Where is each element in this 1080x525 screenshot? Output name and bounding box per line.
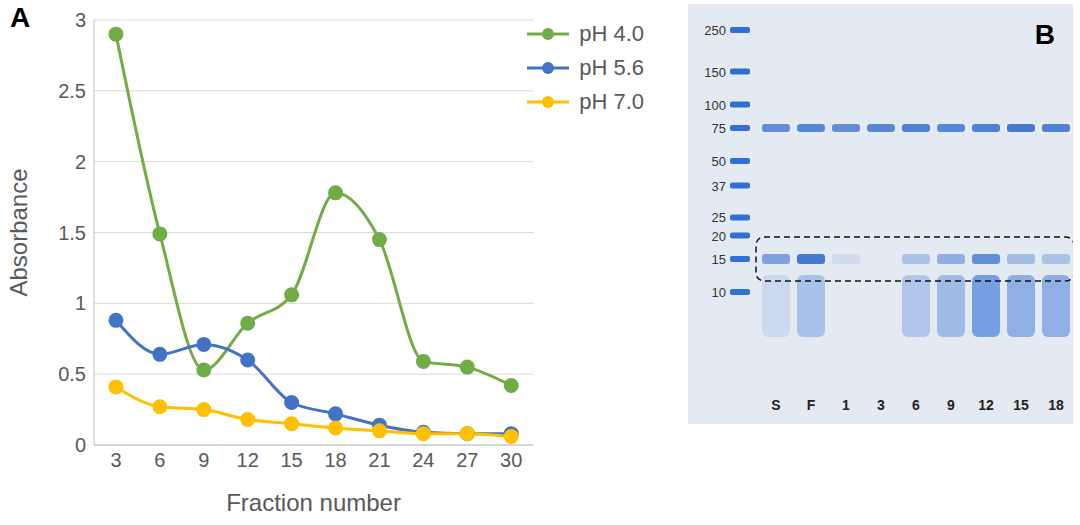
svg-text:37: 37	[712, 179, 726, 194]
svg-text:2.5: 2.5	[58, 80, 86, 102]
svg-text:Fraction number: Fraction number	[226, 489, 401, 516]
svg-text:2: 2	[75, 151, 86, 173]
svg-text:9: 9	[947, 397, 955, 413]
svg-text:75: 75	[712, 121, 726, 136]
svg-text:15: 15	[712, 252, 726, 267]
svg-text:F: F	[807, 397, 816, 413]
html-text:A: A	[10, 2, 31, 33]
svg-text:0.5: 0.5	[58, 363, 86, 385]
svg-text:Absorbance: Absorbance	[5, 168, 32, 296]
svg-text:0: 0	[75, 434, 86, 456]
svg-text:B: B	[1035, 19, 1055, 50]
svg-text:15: 15	[1013, 397, 1029, 413]
svg-text:3: 3	[110, 449, 121, 471]
svg-text:10: 10	[712, 285, 726, 300]
svg-text:18: 18	[1048, 397, 1064, 413]
svg-text:1.5: 1.5	[58, 222, 86, 244]
svg-text:6: 6	[912, 397, 920, 413]
svg-text:18: 18	[324, 449, 346, 471]
svg-text:24: 24	[412, 449, 434, 471]
html-text:pH 4.0: pH 4.0	[579, 21, 644, 46]
svg-text:250: 250	[704, 23, 726, 38]
svg-text:21: 21	[368, 449, 390, 471]
svg-text:15: 15	[281, 449, 303, 471]
svg-text:50: 50	[712, 154, 726, 169]
svg-text:1: 1	[842, 397, 850, 413]
svg-text:12: 12	[237, 449, 259, 471]
svg-text:12: 12	[978, 397, 994, 413]
svg-text:3: 3	[877, 397, 885, 413]
svg-text:100: 100	[704, 98, 726, 113]
html-text:pH 7.0: pH 7.0	[579, 89, 644, 114]
svg-text:25: 25	[712, 210, 726, 225]
svg-text:27: 27	[456, 449, 478, 471]
svg-text:20: 20	[712, 229, 726, 244]
svg-text:1: 1	[75, 292, 86, 314]
svg-text:S: S	[771, 397, 780, 413]
svg-text:3: 3	[75, 9, 86, 31]
svg-text:6: 6	[154, 449, 165, 471]
svg-text:30: 30	[500, 449, 522, 471]
svg-text:9: 9	[198, 449, 209, 471]
html-text:pH 5.6: pH 5.6	[579, 55, 644, 80]
svg-text:150: 150	[704, 65, 726, 80]
